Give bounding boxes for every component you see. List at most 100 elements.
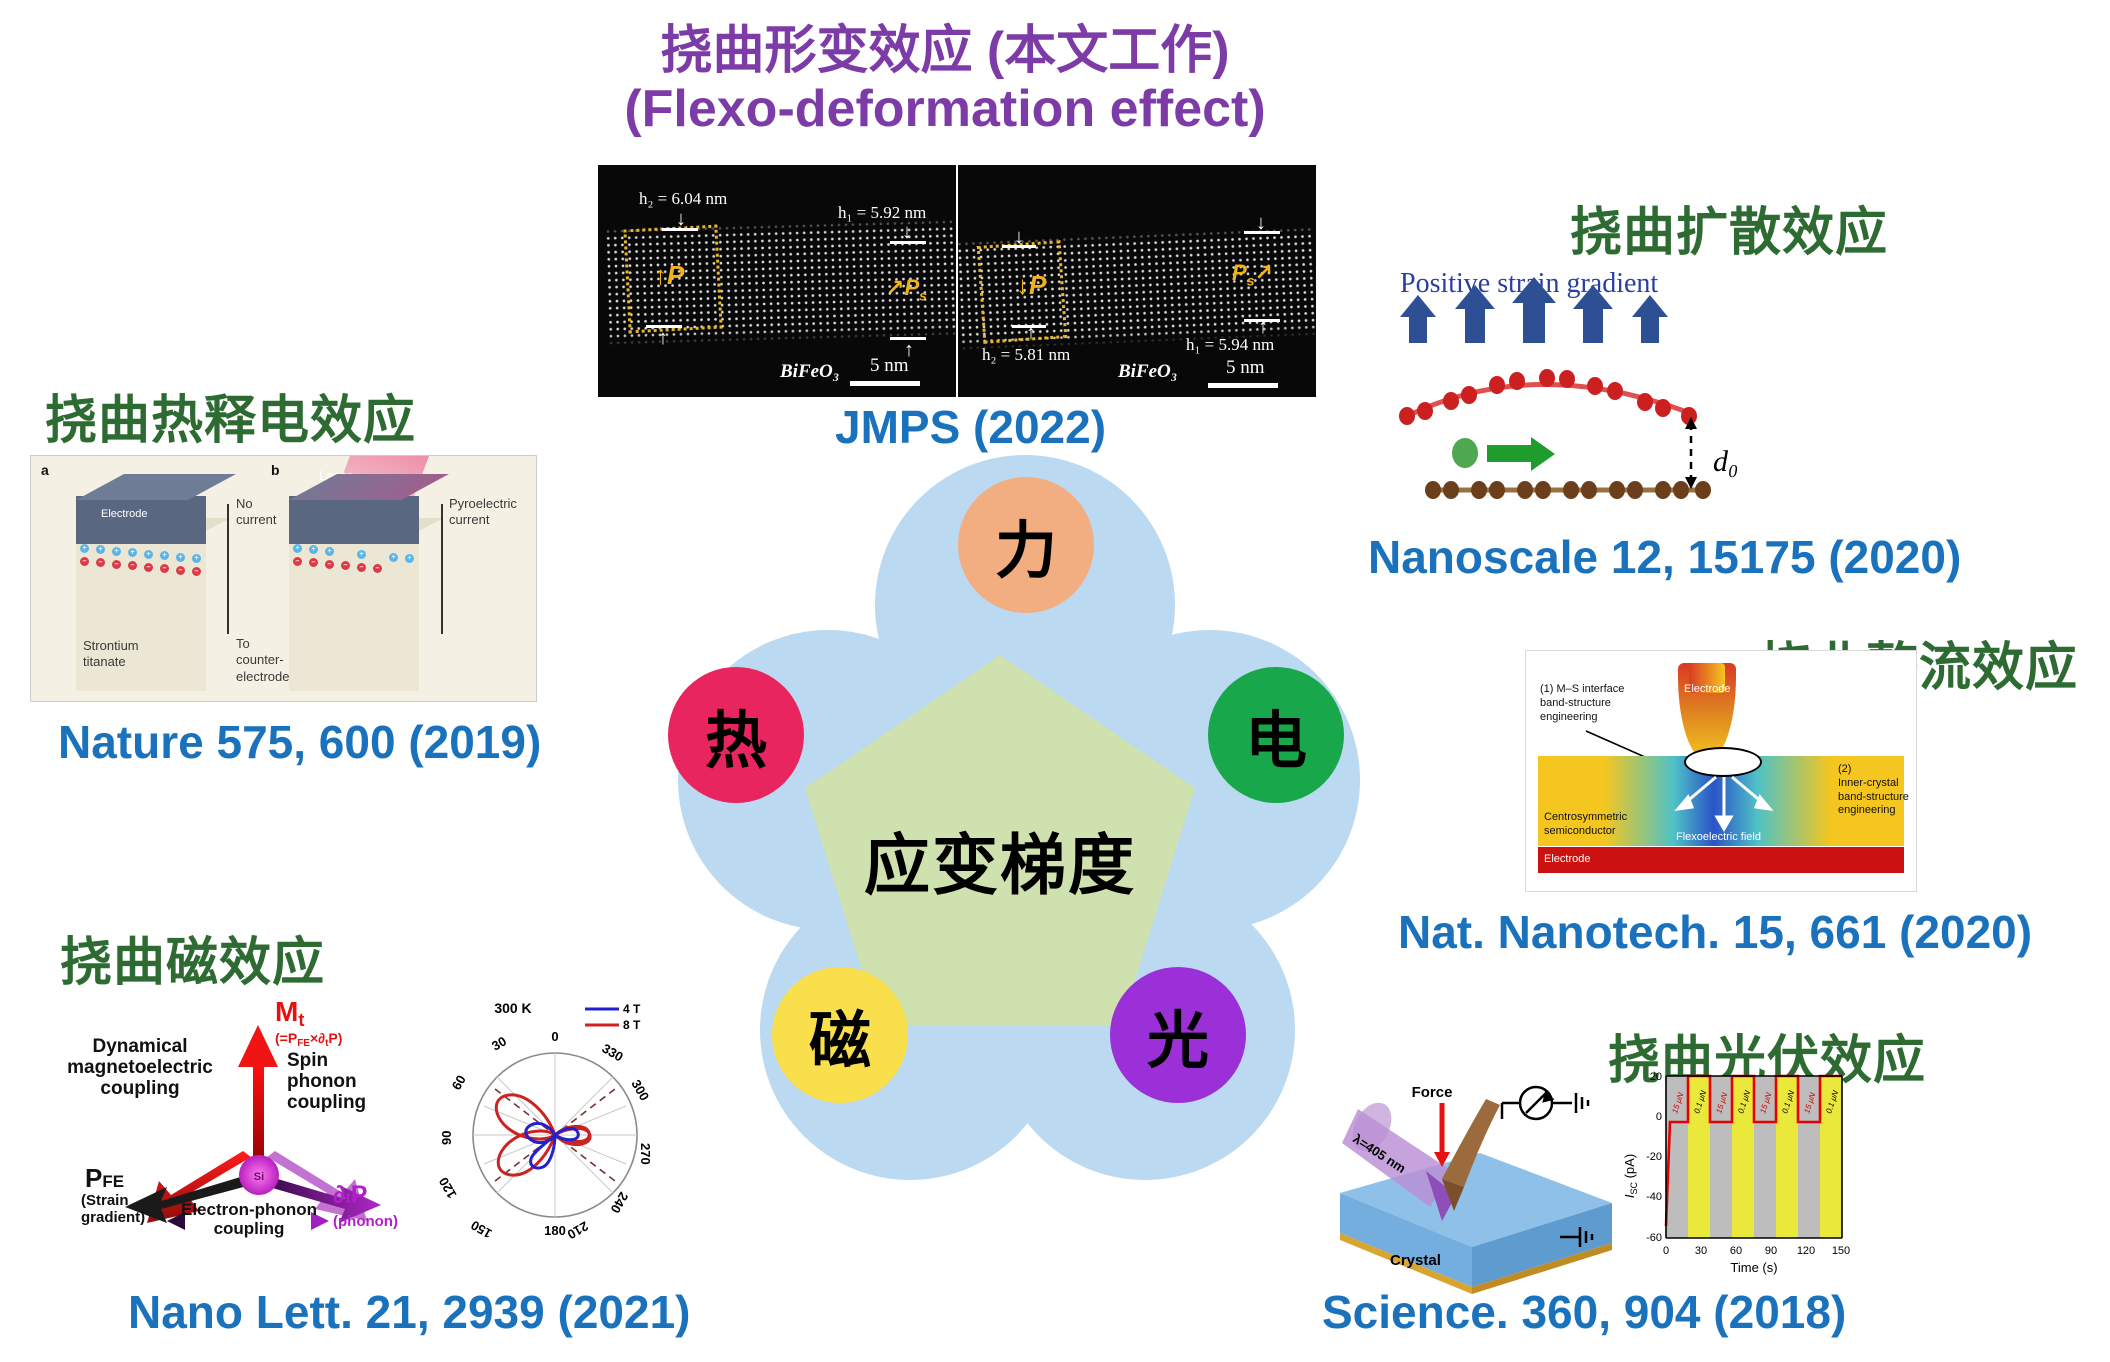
svg-text:90: 90	[439, 1131, 454, 1145]
tem-h1-right: h₁ = 5.94 nm	[1186, 335, 1275, 354]
photovoltaic-figure: Force λ=405 nm Crystal 20 0 -20 -40 -60 0 30	[1330, 1060, 1870, 1294]
citation-magnetic: Nano Lett. 21, 2939 (2021)	[128, 1286, 691, 1338]
charge-minus: –	[325, 560, 334, 569]
citation-rectification: Nat. Nanotech. 15, 661 (2020)	[1398, 906, 2033, 958]
polar-angle-ticks: 0 330 300 270 240 210 180 150 120 90 60 …	[436, 1029, 653, 1242]
tem-ps-arrow-right: Ps↗	[1232, 260, 1273, 289]
svg-text:8 T: 8 T	[623, 1018, 641, 1032]
polar-trace-4T	[524, 1121, 580, 1170]
tem-tick2-bot-left	[1012, 325, 1046, 328]
charge-minus: –	[96, 558, 105, 567]
pyro-tag-a: a	[41, 462, 49, 478]
node-dian[interactable]: 电	[1208, 667, 1344, 803]
mag-electron-phonon-arrow	[167, 1212, 329, 1230]
mag-electron-phonon-label: Electron-phonon coupling	[181, 1200, 317, 1238]
charge-minus: –	[357, 563, 366, 572]
tem-h2-right: h₂ = 5.81 nm	[982, 345, 1071, 364]
svg-text:270: 270	[638, 1143, 653, 1165]
tem-material-right: BiFeO₃	[1118, 361, 1178, 382]
charge-plus: +	[176, 553, 185, 562]
core-label: 应变梯度	[864, 828, 1136, 902]
svg-text:-60: -60	[1646, 1232, 1662, 1244]
tem-tick2-top-right	[1244, 231, 1280, 234]
node-li[interactable]: 力	[958, 477, 1094, 613]
charge-plus: +	[144, 550, 153, 559]
charge-plus: +	[128, 548, 137, 557]
svg-text:210: 210	[565, 1218, 591, 1240]
mag-spin-label: Spin phonon coupling	[287, 1050, 367, 1113]
svg-text:-20: -20	[1646, 1151, 1662, 1163]
node-re[interactable]: 热	[668, 667, 804, 803]
top-chain-atoms	[1399, 369, 1697, 425]
citation-pyro: Nature 575, 600 (2019)	[58, 716, 542, 768]
citation-photovoltaic: Science. 360, 904 (2018)	[1322, 1286, 1847, 1338]
heading-diffusion: 挠曲扩散效应	[1570, 204, 1889, 262]
pv-force-arrow	[1434, 1103, 1450, 1167]
svg-text:30: 30	[489, 1033, 509, 1053]
tem-tick-top-right	[890, 241, 926, 244]
rect-field-label: Flexoelectric field	[1676, 831, 1761, 843]
tem-tick2-bot-right	[1244, 319, 1280, 322]
pv-meter-circuit	[1500, 1085, 1594, 1247]
citation-diffusion: Nanoscale 12, 15175 (2020)	[1368, 531, 1962, 583]
svg-text:90: 90	[1765, 1245, 1777, 1257]
tem-arrow-h2b-left: ↑	[658, 327, 668, 349]
charge-minus: –	[176, 566, 185, 575]
pv-cantilever	[1442, 1099, 1500, 1211]
rect-note2: (2) Inner-crystal band-structure enginee…	[1838, 763, 1909, 817]
svg-text:120: 120	[436, 1175, 460, 1201]
charge-plus: +	[405, 554, 414, 563]
svg-text:150: 150	[1832, 1245, 1850, 1257]
charge-minus: –	[128, 561, 137, 570]
rectification-figure: Electrode (1) M–S interface band-structu…	[1525, 650, 1917, 892]
charge-plus: +	[96, 545, 105, 554]
diffusion-d0-label: d₀	[1713, 445, 1739, 478]
mag-mt-formula: (=PFE×∂tP)	[275, 1030, 342, 1049]
svg-text:0: 0	[551, 1029, 558, 1044]
tem-arrow-h1-right: ↓	[1256, 212, 1266, 234]
node-guang[interactable]: 光	[1110, 967, 1246, 1103]
pv-chart-yticks: 20 0 -20 -40 -60	[1646, 1071, 1662, 1244]
pyro-pyro-current: Pyroelectric current	[449, 496, 517, 528]
mag-dynamical-label: Dynamical magnetoelectric coupling	[67, 1036, 213, 1099]
mag-strain-gradient-label: (Strain gradient)	[81, 1192, 146, 1226]
rect-electrode-top-label: Electrode	[1684, 683, 1731, 695]
pyro-wire-b	[441, 504, 443, 634]
magnetic-figure: Si Mt (=PFE×∂tP) Dynamical magnetoelectr…	[67, 985, 415, 1238]
node-dian-label: 电	[1244, 707, 1307, 776]
pv-crystal-label: Crystal	[1390, 1252, 1441, 1269]
center-title: 挠曲形变效应 (本文工作) (Flexo-deformation effect)	[585, 22, 1305, 138]
pv-chart-xticks: 0 30 60 90 120 150	[1663, 1245, 1850, 1257]
pv-crystal-block	[1340, 1153, 1612, 1294]
rect-electrode-bottom	[1538, 847, 1904, 873]
tem-arrow-h1-left: ↓	[902, 221, 912, 243]
tem-arrow-h1b-right: ↑	[1258, 316, 1268, 338]
charge-plus: +	[80, 544, 89, 553]
charge-minus: –	[293, 557, 302, 566]
pyro-wire-a	[227, 504, 229, 634]
heading-pyro: 挠曲热释电效应	[45, 392, 417, 450]
charge-plus: +	[389, 553, 398, 562]
node-guang-label: 光	[1146, 1007, 1209, 1076]
mag-phonon-label: (phonon)	[333, 1213, 398, 1230]
tem-scale-text-left: 5 nm	[870, 355, 909, 376]
charge-minus: –	[160, 564, 169, 573]
pv-force-label: Force	[1412, 1084, 1453, 1101]
charge-minus: –	[341, 561, 350, 570]
node-ci[interactable]: 磁	[772, 967, 908, 1103]
mag-mt-label: Mt	[275, 996, 304, 1030]
center-title-en: (Flexo-deformation effect)	[624, 80, 1266, 139]
tem-ps-arrow-left: ↗Ps	[886, 275, 927, 304]
tem-scalebar-left	[850, 381, 920, 386]
mag-mt-arrow	[238, 1025, 278, 1173]
pyro-electrode-a	[76, 496, 206, 544]
tem-tick-bot-left	[646, 325, 682, 328]
tem-arrow-h1b-left: ↑	[904, 339, 914, 361]
charge-plus: +	[293, 544, 302, 553]
svg-text:120: 120	[1797, 1245, 1815, 1257]
tem-p-arrow-right: ↓P	[1016, 270, 1047, 300]
charge-plus: +	[325, 547, 334, 556]
diffusion-svg	[1399, 277, 1711, 499]
magnetic-svg: Si Mt (=PFE×∂tP)	[125, 996, 381, 1230]
rect-field-arrows	[1674, 775, 1774, 832]
